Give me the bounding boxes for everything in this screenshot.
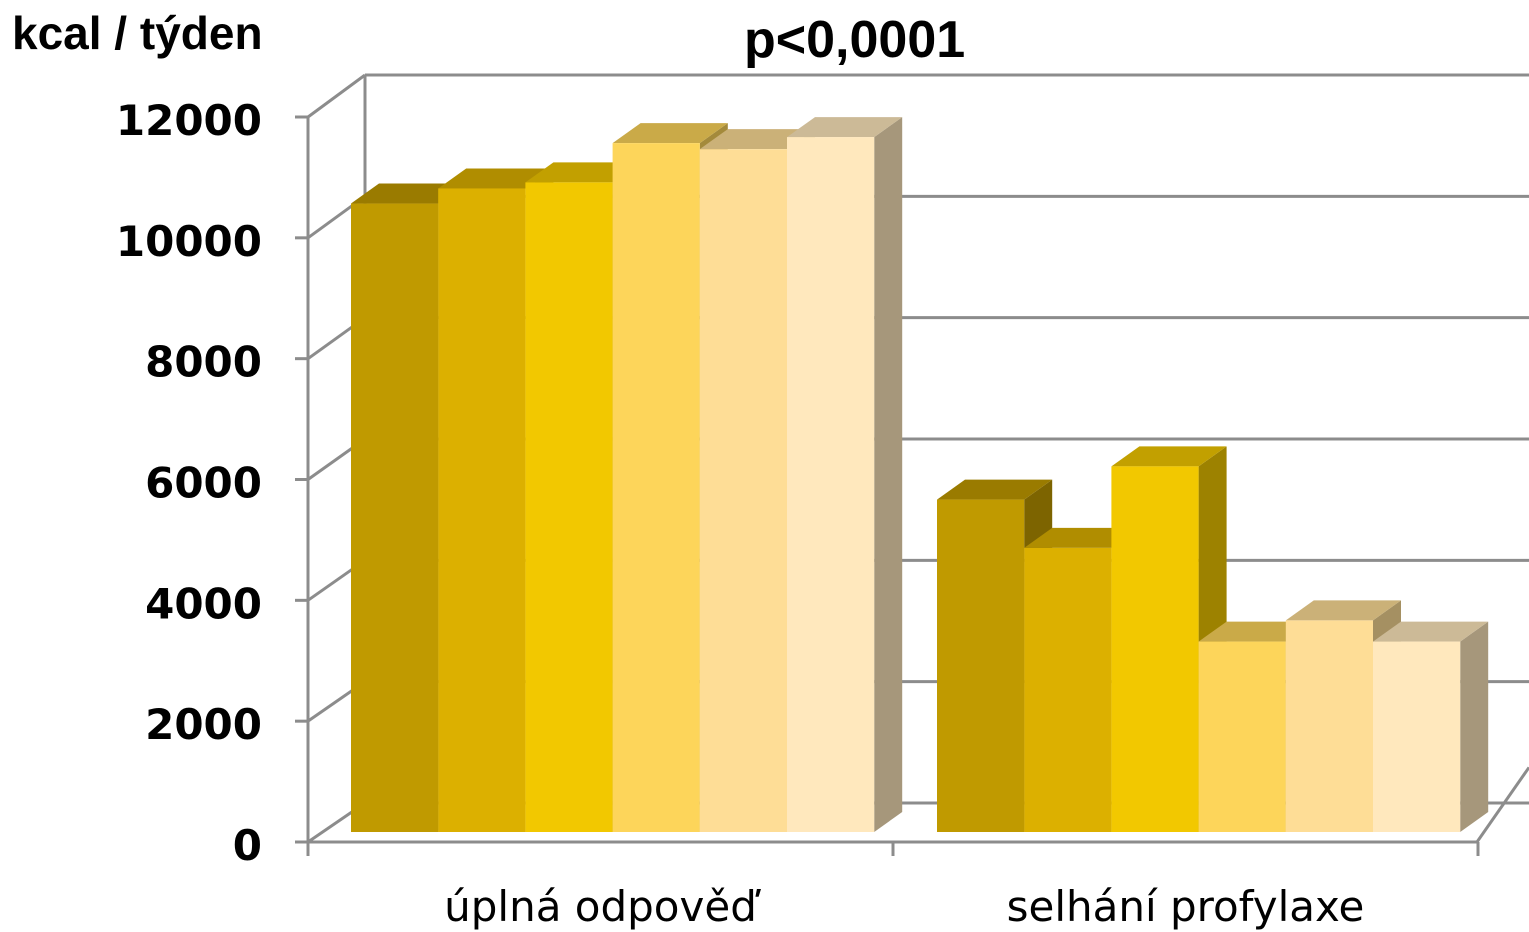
- bar-top: [438, 168, 554, 189]
- bar-top: [351, 183, 467, 204]
- bar: [438, 188, 526, 832]
- y-tick-label: 10000: [116, 217, 262, 266]
- bar-side: [1460, 621, 1489, 832]
- bar-top: [937, 479, 1053, 500]
- bar: [1111, 466, 1199, 832]
- y-tick-label: 2000: [145, 700, 262, 749]
- chart-title: p<0,0001: [744, 11, 966, 69]
- bar: [525, 182, 613, 833]
- x-tick-label: úplná odpověď: [444, 882, 761, 931]
- bar: [1285, 620, 1373, 832]
- bar: [699, 149, 787, 832]
- bar-top: [1285, 600, 1401, 621]
- bar-top: [612, 123, 728, 144]
- bar: [787, 137, 875, 833]
- y-tick-label: 0: [233, 821, 262, 870]
- bar: [612, 143, 700, 832]
- bar-top: [1024, 527, 1140, 548]
- bar-top: [699, 129, 815, 150]
- y-axis-title: kcal / týden: [12, 7, 263, 59]
- bar: [351, 203, 439, 832]
- bar: [1373, 641, 1461, 832]
- floor-edge: [1475, 766, 1529, 843]
- bar: [937, 499, 1025, 832]
- bar: [1198, 641, 1286, 832]
- bar-side: [874, 117, 903, 833]
- y-tick-label: 8000: [145, 338, 262, 387]
- x-tick-label: selhání profylaxe: [1007, 882, 1365, 931]
- bar-top: [787, 117, 903, 138]
- y-tick-label: 12000: [116, 96, 262, 145]
- y-tick-label: 4000: [145, 579, 262, 628]
- bar-top: [1198, 621, 1314, 642]
- gridline-side: [307, 73, 366, 119]
- y-tick-label: 6000: [145, 459, 262, 508]
- bar-top: [1111, 446, 1227, 467]
- bar-top: [1373, 621, 1489, 642]
- bar-top: [525, 162, 641, 183]
- bar: [1024, 547, 1112, 832]
